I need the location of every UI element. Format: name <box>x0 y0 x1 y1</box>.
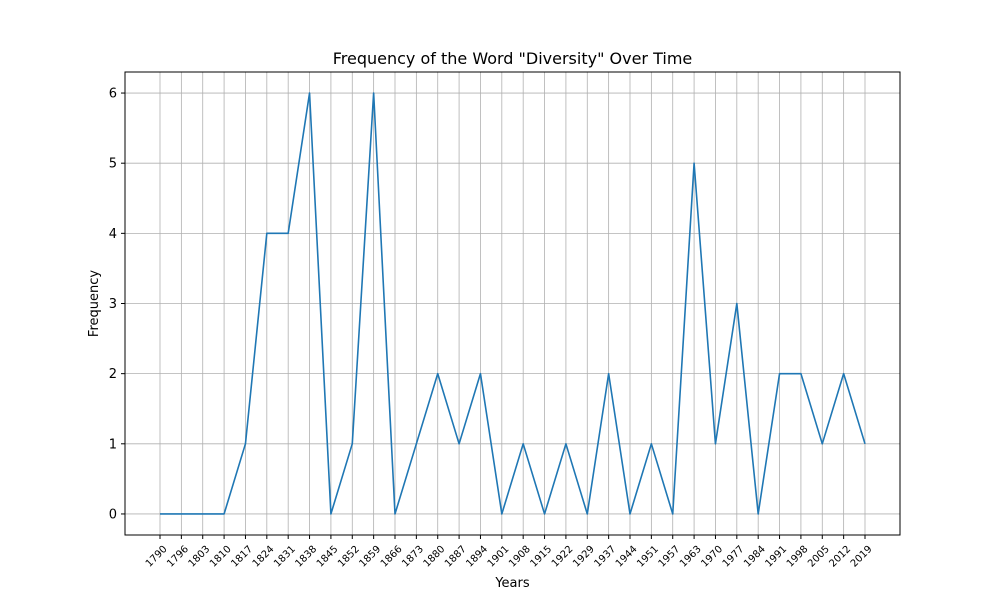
x-tick-label: 2005 <box>806 544 832 570</box>
x-tick-label: 1977 <box>721 544 747 570</box>
x-tick-label: 1866 <box>379 544 405 570</box>
x-tick-label: 1991 <box>763 544 789 570</box>
x-tick-label: 1944 <box>614 544 640 570</box>
x-tick-label: 1845 <box>315 544 341 570</box>
x-tick-label: 1894 <box>464 544 490 570</box>
grid <box>125 72 900 535</box>
x-axis-label: Years <box>494 576 530 591</box>
x-tick-label: 1880 <box>422 544 448 570</box>
x-tick-label: 2012 <box>828 544 854 570</box>
y-tick-label: 6 <box>109 87 117 102</box>
x-tick-label: 1790 <box>144 544 170 570</box>
y-axis-label: Frequency <box>87 270 102 337</box>
x-tick-label: 1984 <box>742 544 768 570</box>
series-line <box>160 92 866 515</box>
x-tick-label: 1963 <box>678 544 704 570</box>
x-axis: 1790179618031810181718241831183818451852… <box>144 535 875 570</box>
x-tick-label: 2019 <box>849 544 875 570</box>
series-group <box>160 92 866 515</box>
x-tick-label: 1817 <box>229 544 255 570</box>
x-tick-label: 1937 <box>593 544 619 570</box>
plot-frame <box>124 71 901 536</box>
x-tick-label: 1796 <box>165 544 191 570</box>
y-tick-label: 4 <box>109 227 117 242</box>
x-tick-label: 1922 <box>550 544 576 570</box>
y-tick-label: 5 <box>109 157 117 172</box>
x-tick-label: 1998 <box>785 544 811 570</box>
y-axis: 0 1 2 3 4 5 6 <box>109 87 125 522</box>
x-tick-label: 1908 <box>507 544 533 570</box>
x-tick-label: 1859 <box>358 544 384 570</box>
x-tick-label: 1887 <box>443 544 469 570</box>
y-tick-label: 0 <box>109 507 117 522</box>
y-tick-label: 1 <box>109 437 117 452</box>
x-tick-label: 1915 <box>528 544 554 570</box>
x-tick-label: 1824 <box>251 544 277 570</box>
x-tick-label: 1957 <box>657 544 683 570</box>
x-tick-label: 1970 <box>699 544 725 570</box>
x-tick-label: 1929 <box>571 544 597 570</box>
x-tick-label: 1838 <box>293 544 319 570</box>
x-tick-label: 1852 <box>336 544 362 570</box>
x-tick-label: 1831 <box>272 544 298 570</box>
x-tick-label: 1803 <box>187 544 213 570</box>
x-tick-label: 1901 <box>486 544 512 570</box>
x-tick-label: 1810 <box>208 544 234 570</box>
x-tick-label: 1873 <box>400 544 426 570</box>
y-tick-label: 3 <box>109 297 117 312</box>
x-tick-label: 1951 <box>635 544 661 570</box>
chart-title: Frequency of the Word "Diversity" Over T… <box>333 49 693 68</box>
y-tick-label: 2 <box>109 367 117 382</box>
